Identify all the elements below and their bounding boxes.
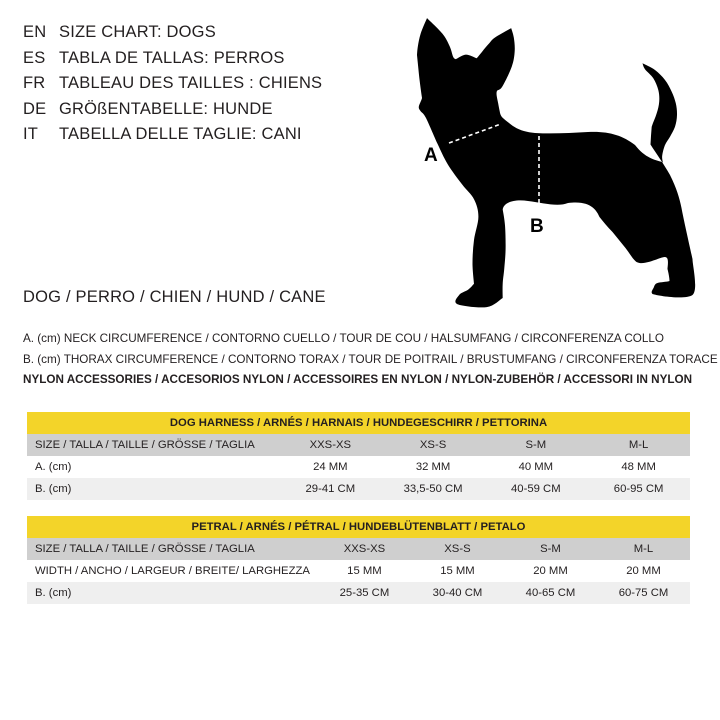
svg-text:B: B — [530, 216, 544, 237]
svg-text:A: A — [424, 145, 438, 166]
